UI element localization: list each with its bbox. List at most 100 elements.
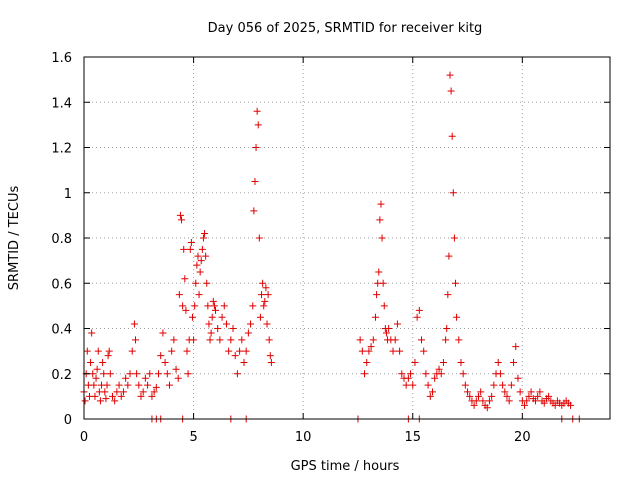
data-point <box>225 347 233 355</box>
data-point <box>206 336 214 344</box>
data-point <box>459 370 467 378</box>
data-point <box>146 370 154 378</box>
data-point <box>393 320 401 328</box>
data-point <box>379 279 387 287</box>
data-point <box>514 374 522 382</box>
data-point <box>150 388 158 396</box>
data-point <box>449 189 457 197</box>
data-point <box>128 347 136 355</box>
data-point <box>523 397 531 405</box>
data-point <box>510 358 518 366</box>
data-point <box>447 87 455 95</box>
data-point <box>176 211 184 219</box>
data-point <box>236 347 244 355</box>
data-point <box>165 381 173 389</box>
data-point <box>89 370 97 378</box>
data-point <box>93 365 101 373</box>
data-point <box>365 347 373 355</box>
data-point <box>203 279 211 287</box>
data-point <box>382 329 390 337</box>
data-point <box>92 374 100 382</box>
data-point <box>196 268 204 276</box>
data-point <box>83 347 91 355</box>
data-point <box>369 336 377 344</box>
data-point <box>439 358 447 366</box>
data-point <box>170 336 178 344</box>
data-point <box>426 392 434 400</box>
x-tick-label: 15 <box>404 430 421 445</box>
data-point <box>101 388 109 396</box>
data-point <box>193 261 201 269</box>
data-point <box>435 365 443 373</box>
data-point <box>376 216 384 224</box>
y-tick-label: 1.6 <box>51 51 72 66</box>
data-point <box>180 245 188 253</box>
data-point <box>457 358 465 366</box>
data-point <box>255 234 263 242</box>
data-point <box>260 302 268 310</box>
data-point <box>191 302 199 310</box>
data-point <box>450 234 458 242</box>
data-point <box>396 347 404 355</box>
data-point <box>404 374 412 382</box>
data-point <box>536 388 544 396</box>
data-point <box>378 234 386 242</box>
data-point <box>242 347 250 355</box>
data-point <box>216 336 224 344</box>
data-point <box>202 252 210 260</box>
data-point <box>475 392 482 400</box>
data-point <box>130 320 138 328</box>
data-point <box>461 381 469 389</box>
data-point <box>254 121 262 129</box>
data-point <box>104 352 112 360</box>
x-tick-label: 5 <box>189 430 197 445</box>
chart-title: Day 056 of 2025, SRMTID for receiver kit… <box>208 21 483 36</box>
data-point <box>437 370 445 378</box>
data-point <box>389 347 397 355</box>
data-point <box>126 370 134 378</box>
plot-frame <box>83 56 611 420</box>
data-point <box>247 320 255 328</box>
data-point <box>192 279 200 287</box>
data-point <box>259 279 267 287</box>
data-point <box>238 336 246 344</box>
data-point <box>466 392 474 400</box>
data-point <box>525 392 533 400</box>
data-point <box>446 71 454 79</box>
data-point <box>108 392 116 400</box>
data-point <box>534 392 542 400</box>
data-point <box>380 302 388 310</box>
data-point <box>527 388 535 396</box>
data-point <box>168 347 176 355</box>
data-point <box>250 207 258 215</box>
data-point <box>233 370 241 378</box>
data-point <box>244 329 252 337</box>
data-point <box>184 370 192 378</box>
data-point <box>197 257 205 265</box>
data-point <box>503 392 511 400</box>
data-point <box>485 397 493 405</box>
x-tick-label: 20 <box>514 430 531 445</box>
data-point <box>174 374 182 382</box>
data-point <box>227 336 235 344</box>
data-point <box>444 291 452 299</box>
data-point <box>470 401 478 409</box>
data-point <box>139 388 147 396</box>
data-point <box>161 358 169 366</box>
data-point <box>148 392 156 400</box>
data-points <box>80 71 583 423</box>
data-point <box>157 352 165 360</box>
data-point <box>102 395 110 403</box>
data-point <box>424 381 432 389</box>
y-tick-label: 0.2 <box>51 368 72 383</box>
data-point <box>208 313 216 321</box>
data-point <box>190 336 198 344</box>
data-point <box>358 347 366 355</box>
data-point <box>103 381 111 389</box>
data-point <box>204 302 212 310</box>
grid <box>84 57 610 419</box>
data-point <box>411 358 419 366</box>
data-point <box>356 336 364 344</box>
data-point <box>262 284 270 292</box>
